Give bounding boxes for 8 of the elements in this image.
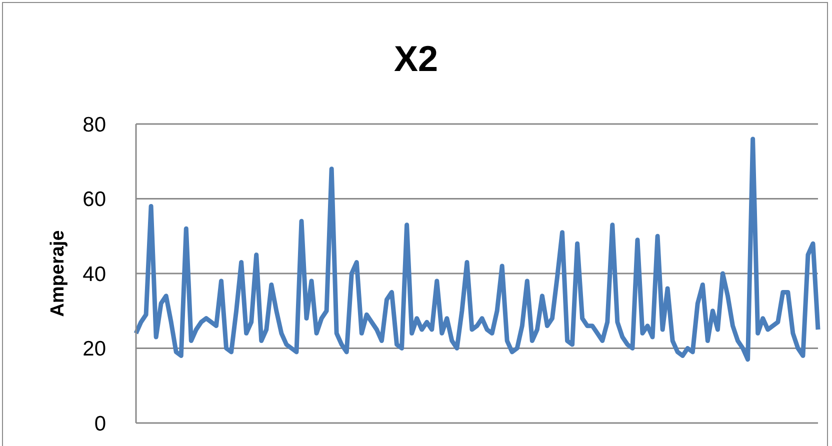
- line-series: [134, 136, 820, 362]
- y-tick-label: 80: [82, 113, 106, 136]
- y-tick-label: 0: [94, 412, 106, 436]
- y-tick-label: 20: [82, 338, 106, 361]
- y-axis-title: Amperaje: [48, 230, 69, 317]
- y-tick-label: 60: [82, 188, 106, 212]
- y-tick-label: 40: [82, 262, 106, 286]
- chart-title: X2: [392, 38, 440, 80]
